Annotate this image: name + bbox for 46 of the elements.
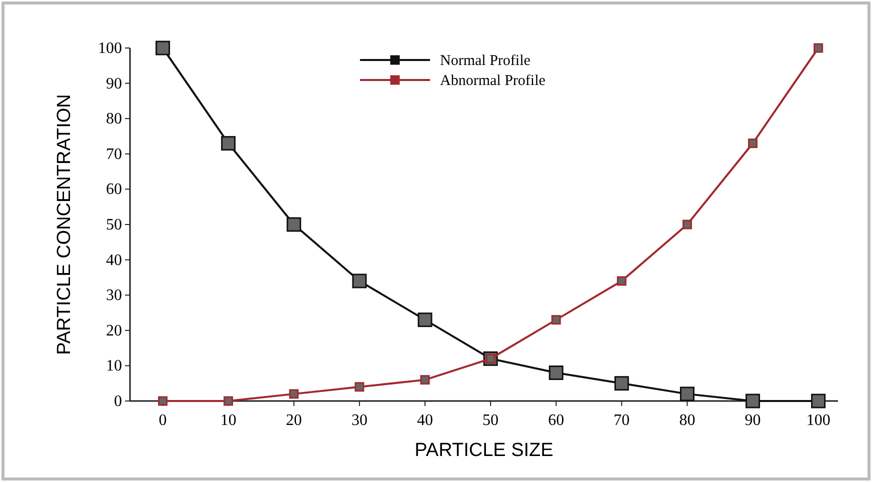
legend-label: Abnormal Profile — [440, 73, 546, 89]
point — [158, 396, 168, 406]
x-tick-label: 60 — [548, 412, 564, 429]
legend-label: Normal Profile — [440, 53, 531, 69]
x-tick-label: 50 — [482, 412, 499, 429]
y-tick-label: 90 — [106, 75, 122, 92]
point — [221, 136, 236, 151]
y-tick-label: 20 — [106, 322, 122, 340]
point — [746, 394, 760, 408]
point — [614, 376, 629, 391]
point — [156, 40, 170, 56]
point — [814, 43, 824, 53]
point — [616, 276, 626, 286]
point — [224, 396, 234, 406]
y-tick-label: 80 — [106, 110, 122, 128]
x-tick-label: 10 — [220, 412, 236, 429]
x-tick-label: 90 — [744, 412, 761, 429]
point — [418, 312, 432, 328]
x-tick-label: 40 — [417, 412, 433, 429]
point — [680, 386, 694, 402]
y-tick-label: 70 — [106, 146, 122, 163]
point — [548, 366, 564, 380]
y-tick-label: 40 — [106, 252, 122, 269]
x-tick-label: 30 — [351, 412, 368, 429]
x-tick-label: 0 — [158, 412, 167, 429]
x-axis-title: PARTICLE SIZE — [414, 440, 554, 461]
y-tick-label: 0 — [114, 393, 122, 410]
y-tick-label: 60 — [106, 181, 122, 198]
point — [420, 375, 430, 385]
y-tick-label: 50 — [106, 216, 122, 234]
point — [682, 220, 692, 230]
x-tick-label: 80 — [679, 412, 696, 429]
y-tick-label: 30 — [106, 287, 122, 304]
y-tick-label: 100 — [98, 40, 122, 57]
y-axis-title: PARTICLE CONCENTRATION — [54, 94, 75, 355]
x-tick-label: 100 — [806, 412, 830, 429]
point — [352, 274, 367, 288]
point — [286, 217, 302, 232]
point — [289, 389, 299, 399]
x-tick-label: 20 — [286, 412, 302, 429]
point — [551, 315, 561, 325]
point — [354, 382, 364, 392]
point — [748, 138, 758, 148]
x-tick-label: 70 — [614, 412, 630, 429]
point — [811, 394, 826, 408]
y-tick-label: 10 — [106, 358, 122, 375]
